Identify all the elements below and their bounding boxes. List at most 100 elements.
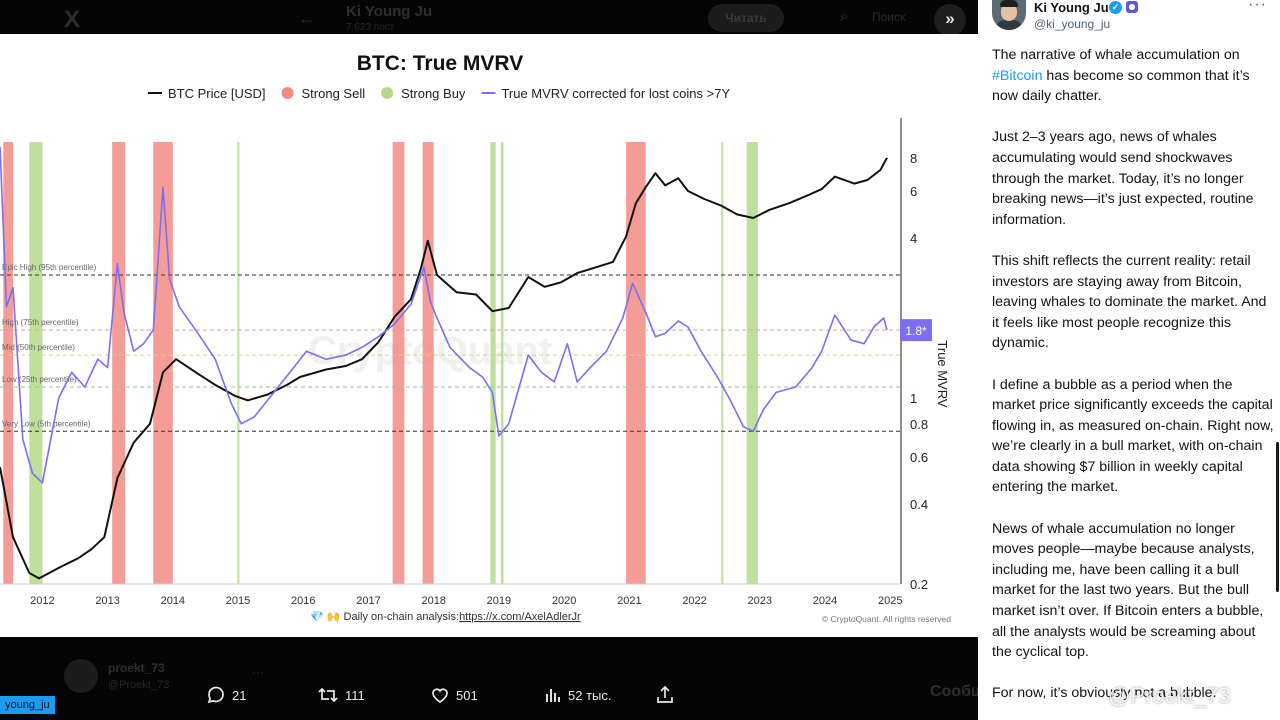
footer-caption: 💎 🙌 Daily on-chain analysis: <box>310 610 459 623</box>
footer-link: https://x.com/AxelAdlerJr <box>459 611 581 623</box>
percentile-label: High (75th percentile) <box>2 318 79 327</box>
tweet-paragraph: The narrative of whale accumulation on #… <box>992 47 1250 105</box>
tweet-paragraph: I define a bubble as a period when the m… <box>992 376 1274 496</box>
reply-button[interactable]: 21 <box>206 685 246 705</box>
x-logo-icon: X <box>64 6 81 33</box>
retweet-button[interactable]: 111 <box>317 685 365 705</box>
heart-icon <box>432 688 448 703</box>
background-search-placeholder: Поиск <box>872 10 906 24</box>
y-axis-label: True MVRV <box>935 340 950 408</box>
background-message-label: Сообщ <box>930 683 985 700</box>
x-tick-label: 2013 <box>95 595 119 607</box>
avatar[interactable] <box>992 0 1026 30</box>
background-reply-avatar <box>64 659 98 693</box>
tweet-paragraph: Just 2–3 years ago, news of whales accum… <box>992 129 1254 228</box>
strong-buy-bar <box>500 142 504 584</box>
like-button[interactable]: 501 <box>430 685 478 705</box>
background-reply-name: proekt_73 <box>108 661 165 675</box>
x-tick-label: 2019 <box>487 595 511 607</box>
percentile-label: Very Low (5th percentile) <box>2 419 91 428</box>
current-value-badge <box>900 319 932 342</box>
legend-label: Strong Buy <box>401 86 466 101</box>
legend-label: True MVRV corrected for lost coins >7Y <box>501 86 730 101</box>
x-tick-label: 2024 <box>813 595 837 607</box>
x-tick-label: 2020 <box>552 595 576 607</box>
views-chart-icon <box>546 689 560 702</box>
y-tick-label: 0.2 <box>910 577 928 592</box>
affiliation-badge-icon <box>1126 1 1138 13</box>
share-button[interactable] <box>655 685 675 705</box>
strong-buy-bar <box>490 142 496 584</box>
chart-image: BTC: True MVRV BTC Price [USD] Strong Sell… <box>0 34 978 637</box>
x-tick-label: 2018 <box>421 595 445 607</box>
btc-price-line <box>0 157 888 580</box>
y-tick-label: 0.6 <box>910 450 928 465</box>
y-tick-label: 1 <box>910 391 917 406</box>
percentile-label: Mid (50th percentile) <box>2 343 75 352</box>
legend-dot-swatch <box>281 87 294 99</box>
chart-title: BTC: True MVRV <box>357 52 523 75</box>
verified-badge-icon: ✓ <box>1109 1 1122 14</box>
author-name[interactable]: Ki Young Ju <box>1034 0 1109 15</box>
y-tick-label: 0.8 <box>910 417 928 432</box>
x-tick-label: 2025 <box>878 595 902 607</box>
expand-panel-button[interactable]: » <box>934 4 966 36</box>
strong-buy-bar <box>721 142 724 584</box>
tweet-paragraph: News of whale accumulation no longer mov… <box>992 520 1264 661</box>
retweet-count: 111 <box>345 687 365 703</box>
y-tick-label: 8 <box>910 151 917 166</box>
hashtag-link[interactable]: #Bitcoin <box>992 67 1043 84</box>
handle-tag: young_ju <box>0 696 55 714</box>
y-tick-label: 6 <box>910 184 917 199</box>
footer-copyright: © CryptoQuant. All rights reserved <box>822 614 951 624</box>
background-profile-name: Ki Young Ju <box>346 3 433 20</box>
strong-sell-bar <box>3 142 14 584</box>
x-tick-label: 2015 <box>226 595 250 607</box>
retweet-icon <box>318 687 338 703</box>
x-tick-label: 2016 <box>291 595 315 607</box>
strong-sell-bar <box>112 142 126 584</box>
percentile-label: Low (25th percentile) <box>2 375 77 384</box>
x-tick-label: 2014 <box>161 595 185 607</box>
legend-label: BTC Price [USD] <box>168 86 266 101</box>
x-tick-label: 2023 <box>748 595 772 607</box>
action-bar: proekt_73 @Proekt_73 ··· Сообщ 21 111 50… <box>0 637 984 720</box>
strong-buy-bar <box>29 142 43 584</box>
strong-sell-bar <box>626 142 646 584</box>
strong-sell-bar <box>392 142 405 584</box>
background-profile-post-count: 7 623 пост <box>346 22 395 33</box>
scrollbar[interactable] <box>1276 442 1279 592</box>
legend-dot-swatch <box>381 87 394 99</box>
reply-icon <box>207 686 224 704</box>
author-handle[interactable]: @ki_young_ju <box>1034 17 1111 31</box>
strong-buy-bar <box>237 142 240 584</box>
share-icon <box>657 685 673 703</box>
reply-count: 21 <box>232 687 247 703</box>
mvrv-chart: BTC: True MVRV BTC Price [USD] Strong Sell… <box>0 52 951 624</box>
tweet-paragraph: For now, it’s obviously not a bubble. <box>992 685 1217 702</box>
background-header: X ← Ki Young Ju 7 623 пост Читать ⌕ Поис… <box>0 0 978 34</box>
strong-buy-bar <box>746 142 758 584</box>
tweet-paragraph: This shift reflects the current reality:… <box>992 252 1267 352</box>
legend-label: Strong Sell <box>302 86 366 101</box>
tweet-text: The narrative of whale accumulation on #… <box>992 45 1274 720</box>
current-value-label: 1.8* <box>905 324 927 338</box>
back-arrow-icon: ← <box>298 8 316 28</box>
strong-sell-bar <box>153 142 173 584</box>
strong-sell-bar <box>422 142 434 584</box>
x-tick-label: 2022 <box>682 595 706 607</box>
like-count: 501 <box>456 687 478 703</box>
background-reply-more-icon: ··· <box>252 665 264 679</box>
more-options-icon[interactable]: ··· <box>1248 0 1267 13</box>
x-tick-label: 2021 <box>617 595 641 607</box>
views-count: 52 тыс. <box>568 687 612 703</box>
true-mvrv-line <box>0 146 888 484</box>
x-tick-label: 2017 <box>356 595 380 607</box>
background-follow-button: Читать <box>708 4 784 32</box>
y-tick-label: 0.4 <box>910 497 928 512</box>
percentile-label: Epic High (95th percentile) <box>2 263 97 272</box>
views-button[interactable]: 52 тыс. <box>544 685 611 705</box>
x-tick-label: 2012 <box>30 595 54 607</box>
tweet-panel: Ki Young Ju ✓ @ki_young_ju ··· The narra… <box>978 0 1280 720</box>
